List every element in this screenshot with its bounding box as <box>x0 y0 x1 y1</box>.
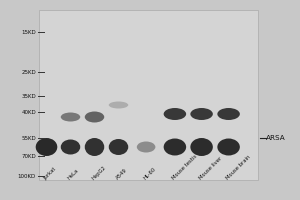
Text: Mouse liver: Mouse liver <box>198 156 223 181</box>
Ellipse shape <box>217 138 240 156</box>
Bar <box>39 10 258 180</box>
Ellipse shape <box>61 140 80 154</box>
Ellipse shape <box>190 138 213 156</box>
Text: Mouse brain: Mouse brain <box>225 155 251 181</box>
Ellipse shape <box>164 108 186 120</box>
Text: 15KD: 15KD <box>21 29 36 34</box>
Text: ARSA: ARSA <box>266 135 286 141</box>
Ellipse shape <box>36 138 57 156</box>
Text: HeLa: HeLa <box>67 168 80 181</box>
Ellipse shape <box>61 112 80 121</box>
Text: Mouse testis: Mouse testis <box>171 154 198 181</box>
Ellipse shape <box>190 108 213 120</box>
Text: A549: A549 <box>115 168 128 181</box>
Text: HL-60: HL-60 <box>142 167 157 181</box>
Ellipse shape <box>137 142 155 152</box>
Text: 70KD: 70KD <box>21 154 36 158</box>
Text: 100KD: 100KD <box>18 173 36 178</box>
Text: 35KD: 35KD <box>21 94 36 98</box>
Ellipse shape <box>85 138 104 156</box>
Ellipse shape <box>164 138 186 156</box>
Text: 25KD: 25KD <box>21 70 36 74</box>
Text: Jurkat: Jurkat <box>43 167 58 181</box>
Ellipse shape <box>109 102 128 108</box>
Ellipse shape <box>85 112 104 122</box>
Text: 40KD: 40KD <box>21 110 36 114</box>
Text: HepG2: HepG2 <box>91 165 107 181</box>
Ellipse shape <box>109 139 128 155</box>
Text: 55KD: 55KD <box>21 136 36 140</box>
Ellipse shape <box>217 108 240 120</box>
